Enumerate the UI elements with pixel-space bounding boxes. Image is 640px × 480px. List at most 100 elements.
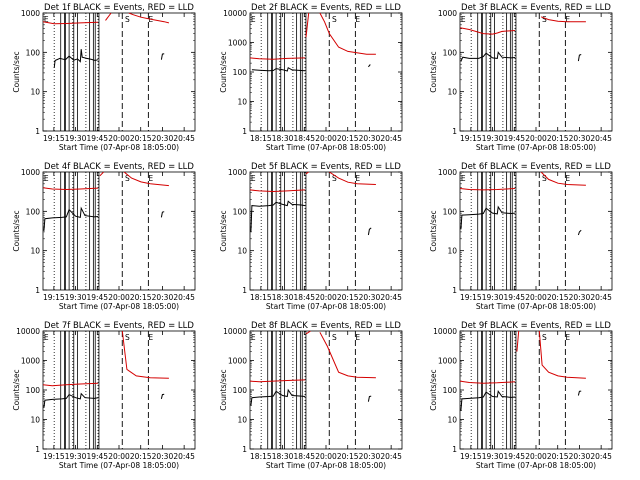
lld-line-segment (460, 380, 516, 384)
lld-line-segment (319, 13, 376, 55)
y-tick-label: 1000 (21, 9, 40, 18)
lld-line-segment (99, 172, 104, 177)
x-tick-label: 19:45 (86, 293, 108, 302)
y-axis-label: Counts/sec (429, 369, 438, 410)
events-line-segment (460, 51, 516, 62)
x-tick-label: 20:30 (152, 452, 174, 461)
x-tick-label: 19:15 (43, 293, 65, 302)
x-tick-label: 19:30 (65, 293, 87, 302)
y-axis-label: Counts/sec (12, 210, 21, 251)
interval-flag: S (125, 333, 130, 342)
panel-title: Det 5f BLACK = Events, RED = LLD (251, 162, 401, 172)
lld-line-segment (305, 172, 309, 175)
x-tick-label: 20:30 (569, 293, 591, 302)
interval-flag: E (565, 15, 570, 24)
x-tick-label: 18:45 (293, 293, 315, 302)
x-tick-label: 19:15 (460, 293, 482, 302)
y-axis-label: Counts/sec (219, 51, 228, 92)
y-tick-label: 100 (26, 48, 41, 57)
x-tick-label: 20:15 (547, 134, 569, 143)
x-tick-label: 20:45 (380, 134, 402, 143)
x-tick-label: 19:15 (43, 452, 65, 461)
interval-flag: E (148, 333, 153, 342)
x-tick-label: 20:15 (130, 293, 152, 302)
y-tick-label: 10 (237, 416, 247, 425)
y-tick-label: 10000 (433, 327, 457, 336)
panel-title: Det 4f BLACK = Events, RED = LLD (44, 162, 194, 172)
panel-det-5f: Det 5f BLACK = Events, RED = LLD E S E 1 10 10… (219, 162, 403, 311)
lld-line-segment (329, 172, 376, 185)
y-tick-label: 1 (35, 127, 40, 136)
interval-flag: E (565, 333, 570, 342)
x-axis-label: Start Time (07-Apr-08 18:05:00) (59, 302, 179, 311)
y-tick-label: 1000 (438, 168, 457, 177)
events-line-segment (577, 390, 582, 396)
x-tick-label: 19:30 (482, 293, 504, 302)
x-tick-label: 20:45 (380, 293, 402, 302)
x-tick-label: 19:45 (503, 452, 525, 461)
x-axis-label: Start Time (07-Apr-08 18:05:00) (266, 302, 386, 311)
events-line-segment (368, 64, 371, 68)
interval-flag: E (565, 174, 570, 183)
lld-line-segment (105, 13, 112, 21)
interval-flag: E (251, 15, 256, 24)
y-tick-label: 1 (242, 286, 247, 295)
x-tick-label: 20:30 (569, 134, 591, 143)
x-tick-label: 19:45 (503, 293, 525, 302)
interval-flag: E (44, 333, 49, 342)
x-tick-label: 19:15 (43, 134, 65, 143)
x-tick-label: 20:15 (547, 293, 569, 302)
x-tick-label: 20:15 (337, 293, 359, 302)
panel-det-9f: Det 9f BLACK = Events, RED = LLD E S E 1 10 10… (429, 321, 613, 470)
lld-line-segment (305, 331, 311, 335)
events-line-segment (250, 388, 306, 406)
y-tick-label: 10 (30, 416, 40, 425)
lld-series (43, 331, 169, 387)
lld-line-segment (305, 13, 310, 38)
x-axis-label: Start Time (07-Apr-08 18:05:00) (266, 143, 386, 152)
plot-frame (249, 330, 403, 450)
y-tick-label: 100 (233, 207, 248, 216)
events-line-segment (160, 393, 165, 400)
x-tick-label: 20:30 (359, 134, 381, 143)
y-axis-label: Counts/sec (219, 369, 228, 410)
x-tick-label: 20:15 (337, 134, 359, 143)
y-tick-label: 1000 (228, 39, 247, 48)
events-line-segment (367, 227, 372, 236)
interval-flag: E (44, 174, 49, 183)
x-tick-label: 18:30 (272, 134, 294, 143)
interval-flag: E (251, 333, 256, 342)
lld-line-segment (250, 57, 306, 60)
plot-frame (249, 171, 403, 291)
y-tick-label: 100 (443, 207, 458, 216)
panel-title: Det 8f BLACK = Events, RED = LLD (251, 321, 401, 331)
x-tick-label: 20:15 (547, 452, 569, 461)
plot-frame (42, 330, 196, 450)
interval-flag: S (332, 15, 337, 24)
panel-title: Det 9f BLACK = Events, RED = LLD (461, 321, 611, 331)
y-tick-label: 100 (26, 207, 41, 216)
panel-det-3f: Det 3f BLACK = Events, RED = LLD E S E 1 10 10… (429, 3, 613, 152)
events-line-segment (160, 211, 165, 218)
interval-flag: E (148, 174, 153, 183)
lld-line-segment (121, 331, 169, 379)
lld-series (43, 172, 169, 191)
y-tick-label: 1000 (228, 168, 247, 177)
lld-series (460, 16, 586, 35)
x-tick-label: 20:00 (108, 452, 130, 461)
x-tick-label: 20:00 (108, 134, 130, 143)
x-tick-label: 18:30 (272, 293, 294, 302)
x-axis-label: Start Time (07-Apr-08 18:05:00) (59, 461, 179, 470)
lld-line-segment (516, 331, 520, 352)
interval-flag: E (251, 174, 256, 183)
x-tick-label: 20:00 (315, 452, 337, 461)
x-tick-label: 20:00 (315, 134, 337, 143)
x-axis-label: Start Time (07-Apr-08 18:05:00) (266, 461, 386, 470)
x-axis-label: Start Time (07-Apr-08 18:05:00) (476, 302, 596, 311)
interval-flag: E (461, 15, 466, 24)
events-series (460, 51, 582, 62)
interval-flag: E (355, 333, 360, 342)
interval-flag: E (355, 15, 360, 24)
lld-line-segment (319, 332, 376, 379)
events-series (460, 390, 582, 411)
